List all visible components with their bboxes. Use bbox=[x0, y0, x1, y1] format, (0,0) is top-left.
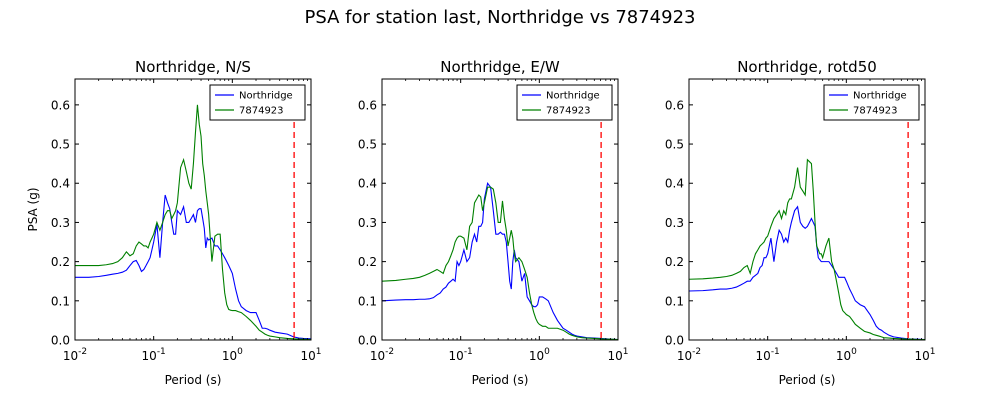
x-axis-label: Period (s) bbox=[165, 373, 222, 387]
x-axis-label: Period (s) bbox=[472, 373, 529, 387]
legend-label: 7874923 bbox=[239, 106, 284, 117]
chart-panel-3: Northridge, rotd50 0.0 0.1 0.2 0.3 0.4 0.5 0.6 1… bbox=[665, 58, 936, 387]
legend-label: 7874923 bbox=[546, 106, 591, 117]
chart-title: Northridge, E/W bbox=[440, 58, 560, 76]
legend-label: Northridge bbox=[239, 91, 293, 102]
x-tick-label: 10-2 bbox=[370, 347, 394, 363]
y-tick-label: 0.1 bbox=[358, 294, 377, 308]
chart-panel-1: Northridge, N/S 0.0 0.1 0.2 0.3 0.4 0.5 0.6 10-2… bbox=[51, 58, 322, 387]
series-line-station bbox=[689, 158, 925, 340]
y-tick-label: 0.3 bbox=[665, 216, 684, 230]
x-axis-label: Period (s) bbox=[779, 373, 836, 387]
x-tick-label: 10-2 bbox=[677, 347, 701, 363]
legend: Northridge 7874923 bbox=[516, 84, 613, 121]
plot-area bbox=[689, 79, 925, 340]
x-tick-label: 100 bbox=[222, 347, 243, 363]
legend-label: Northridge bbox=[546, 91, 600, 102]
y-tick-label: 0.1 bbox=[51, 294, 70, 308]
legend-box bbox=[516, 84, 613, 121]
legend-box bbox=[823, 84, 920, 121]
y-tick-label: 0.0 bbox=[51, 334, 70, 348]
chart-panel-2: Northridge, E/W 0.0 0.1 0.2 0.3 0.4 0.5 0.6 10-2… bbox=[358, 58, 629, 387]
legend: Northridge 7874923 bbox=[823, 84, 920, 121]
chart-title: Northridge, N/S bbox=[135, 58, 251, 76]
y-tick-label: 0.6 bbox=[358, 98, 377, 112]
figure-suptitle: PSA for station last, Northridge vs 7874… bbox=[304, 7, 695, 28]
y-tick-label: 0.4 bbox=[51, 177, 70, 191]
y-tick-label: 0.6 bbox=[665, 98, 684, 112]
y-tick-label: 0.2 bbox=[51, 255, 70, 269]
y-tick-label: 0.4 bbox=[665, 177, 684, 191]
legend-label: Northridge bbox=[853, 91, 907, 102]
x-tick-label: 101 bbox=[914, 347, 935, 363]
axes-frame bbox=[688, 78, 926, 341]
y-tick-label: 0.5 bbox=[358, 138, 377, 152]
y-tick-label: 0.0 bbox=[665, 334, 684, 348]
series-line-northridge bbox=[382, 181, 618, 340]
y-tick-label: 0.2 bbox=[358, 255, 377, 269]
legend-box bbox=[209, 84, 306, 121]
y-tick-label: 0.6 bbox=[51, 98, 70, 112]
x-tick-label: 10-1 bbox=[142, 347, 166, 363]
y-tick-label: 0.5 bbox=[51, 138, 70, 152]
y-tick-label: 0.3 bbox=[358, 216, 377, 230]
legend: Northridge 7874923 bbox=[209, 84, 306, 121]
axes-frame bbox=[74, 78, 312, 341]
series-line-station bbox=[75, 104, 311, 340]
x-tick-label: 100 bbox=[529, 347, 550, 363]
x-tick-label: 100 bbox=[836, 347, 857, 363]
y-tick-label: 0.4 bbox=[358, 177, 377, 191]
x-tick-label: 101 bbox=[607, 347, 628, 363]
y-tick-label: 0.3 bbox=[51, 216, 70, 230]
plot-area bbox=[75, 79, 311, 340]
y-tick-label: 0.2 bbox=[665, 255, 684, 269]
y-tick-label: 0.0 bbox=[358, 334, 377, 348]
y-axis-label: PSA (g) bbox=[26, 187, 40, 231]
y-tick-label: 0.1 bbox=[665, 294, 684, 308]
x-tick-label: 10-1 bbox=[756, 347, 780, 363]
axes-frame bbox=[381, 78, 619, 341]
legend-label: 7874923 bbox=[853, 106, 898, 117]
series-line-northridge bbox=[689, 205, 925, 340]
x-tick-label: 101 bbox=[300, 347, 321, 363]
x-tick-label: 10-1 bbox=[449, 347, 473, 363]
plot-area bbox=[382, 79, 618, 340]
series-line-northridge bbox=[75, 194, 311, 340]
chart-title: Northridge, rotd50 bbox=[737, 58, 877, 76]
x-tick-label: 10-2 bbox=[63, 347, 87, 363]
series-line-station bbox=[382, 186, 618, 340]
y-tick-label: 0.5 bbox=[665, 138, 684, 152]
